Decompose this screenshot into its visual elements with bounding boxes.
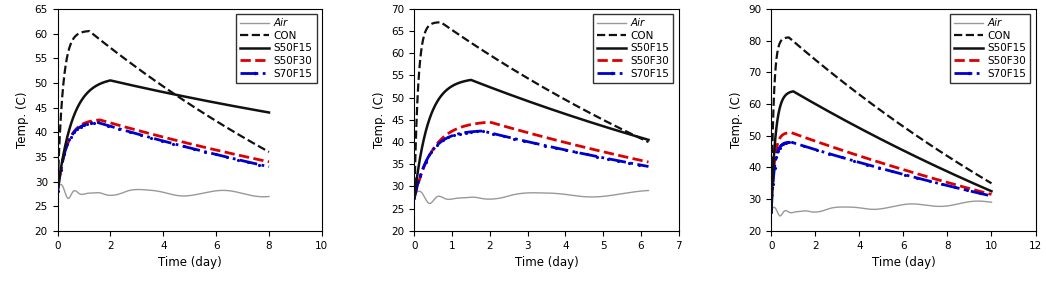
Y-axis label: Temp. (C): Temp. (C) [372,92,386,148]
X-axis label: Time (day): Time (day) [515,256,578,269]
Y-axis label: Temp. (C): Temp. (C) [730,92,743,148]
Legend: Air, CON, S50F15, S50F30, S70F15: Air, CON, S50F15, S50F30, S70F15 [950,14,1030,83]
Legend: Air, CON, S50F15, S50F30, S70F15: Air, CON, S50F15, S50F30, S70F15 [236,14,317,83]
Y-axis label: Temp. (C): Temp. (C) [16,92,29,148]
Legend: Air, CON, S50F15, S50F30, S70F15: Air, CON, S50F15, S50F30, S70F15 [593,14,674,83]
X-axis label: Time (day): Time (day) [871,256,935,269]
X-axis label: Time (day): Time (day) [158,256,222,269]
